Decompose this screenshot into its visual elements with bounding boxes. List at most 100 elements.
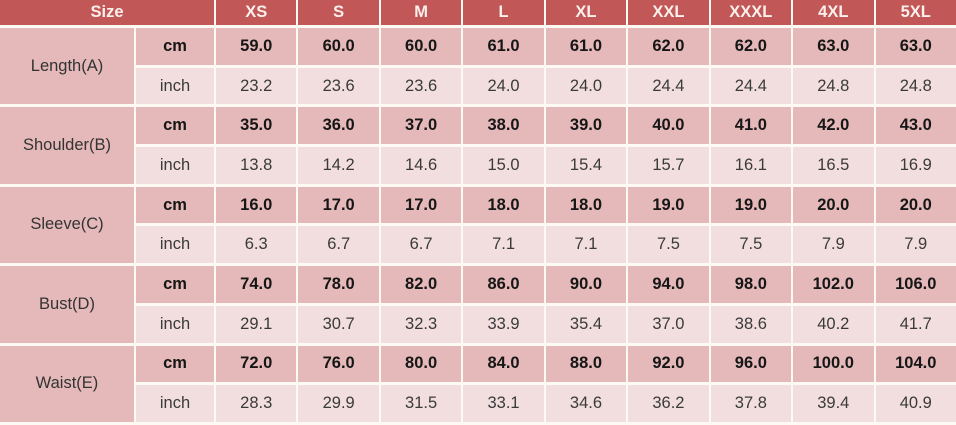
value-cell: 23.6 (380, 67, 462, 105)
value-cell: 62.0 (710, 28, 792, 65)
column-header-s: S (298, 0, 379, 25)
value-cell: 7.5 (628, 226, 709, 264)
unit-cell-inch: inch (136, 305, 214, 343)
value-cell: 24.0 (545, 67, 627, 105)
value-cell: 61.0 (545, 28, 627, 65)
value-cell: 60.0 (380, 28, 462, 65)
value-cell: 20.0 (875, 186, 956, 224)
value-cell: 19.0 (628, 186, 709, 224)
value-cell: 39.4 (793, 385, 874, 422)
value-cell: 38.6 (710, 305, 792, 343)
value-cell: 43.0 (875, 107, 956, 145)
value-cell: 94.0 (628, 266, 709, 303)
header-row: Size XS S M L XL XXL XXXL 4XL 5XL (0, 0, 956, 25)
value-cell: 16.9 (875, 147, 956, 184)
value-cell: 36.0 (298, 107, 379, 145)
value-cell: 29.9 (298, 385, 379, 422)
value-cell: 40.0 (628, 107, 709, 145)
value-cell: 63.0 (793, 28, 874, 65)
value-cell: 15.4 (545, 147, 627, 184)
value-cell: 7.9 (793, 226, 874, 264)
value-cell: 62.0 (628, 28, 709, 65)
unit-cell-cm: cm (136, 186, 214, 224)
value-cell: 7.9 (875, 226, 956, 264)
measurement-label-waist: Waist(E) (0, 345, 134, 422)
value-cell: 38.0 (463, 107, 544, 145)
value-cell: 37.0 (628, 305, 709, 343)
value-cell: 60.0 (298, 28, 379, 65)
value-cell: 23.6 (298, 67, 379, 105)
measurement-label-sleeve: Sleeve(C) (0, 186, 134, 264)
value-cell: 63.0 (875, 28, 956, 65)
measurement-label-shoulder: Shoulder(B) (0, 107, 134, 184)
value-cell: 98.0 (710, 266, 792, 303)
column-header-xl: XL (545, 0, 627, 25)
measurement-label-length: Length(A) (0, 28, 134, 105)
value-cell: 20.0 (793, 186, 874, 224)
value-cell: 24.4 (710, 67, 792, 105)
value-cell: 90.0 (545, 266, 627, 303)
column-header-5xl: 5XL (875, 0, 956, 25)
column-header-4xl: 4XL (793, 0, 874, 25)
value-cell: 104.0 (875, 345, 956, 383)
unit-cell-cm: cm (136, 107, 214, 145)
value-cell: 15.7 (628, 147, 709, 184)
size-header-label: Size (0, 0, 214, 25)
column-header-l: L (463, 0, 544, 25)
value-cell: 39.0 (545, 107, 627, 145)
value-cell: 7.1 (463, 226, 544, 264)
value-cell: 14.6 (380, 147, 462, 184)
value-cell: 32.3 (380, 305, 462, 343)
column-header-xxl: XXL (628, 0, 709, 25)
value-cell: 18.0 (463, 186, 544, 224)
value-cell: 86.0 (463, 266, 544, 303)
value-cell: 92.0 (628, 345, 709, 383)
value-cell: 40.9 (875, 385, 956, 422)
value-cell: 31.5 (380, 385, 462, 422)
value-cell: 23.2 (216, 67, 297, 105)
value-cell: 37.0 (380, 107, 462, 145)
value-cell: 106.0 (875, 266, 956, 303)
table-row: Shoulder(B) cm 35.0 36.0 37.0 38.0 39.0 … (0, 107, 956, 184)
value-cell: 30.7 (298, 305, 379, 343)
value-cell: 17.0 (298, 186, 379, 224)
value-cell: 14.2 (298, 147, 379, 184)
value-cell: 35.4 (545, 305, 627, 343)
value-cell: 7.1 (545, 226, 627, 264)
value-cell: 7.5 (710, 226, 792, 264)
table-row: Waist(E) cm 72.0 76.0 80.0 84.0 88.0 92.… (0, 345, 956, 422)
table-row: inch 6.3 6.7 6.7 7.1 7.1 7.5 7.5 7.9 7.9 (0, 226, 956, 264)
value-cell: 29.1 (216, 305, 297, 343)
column-header-xxxl: XXXL (710, 0, 792, 25)
value-cell: 24.0 (463, 67, 544, 105)
value-cell: 102.0 (793, 266, 874, 303)
value-cell: 37.8 (710, 385, 792, 422)
value-cell: 16.1 (710, 147, 792, 184)
value-cell: 34.6 (545, 385, 627, 422)
value-cell: 82.0 (380, 266, 462, 303)
value-cell: 78.0 (298, 266, 379, 303)
table-row: Bust(D) cm 74.0 78.0 82.0 86.0 90.0 94.0… (0, 266, 956, 343)
table-row: inch 23.2 23.6 23.6 24.0 24.0 24.4 24.4 … (0, 67, 956, 105)
value-cell: 6.7 (380, 226, 462, 264)
value-cell: 16.5 (793, 147, 874, 184)
column-header-m: M (380, 0, 462, 25)
table-row: inch 29.1 30.7 32.3 33.9 35.4 37.0 38.6 … (0, 305, 956, 343)
value-cell: 19.0 (710, 186, 792, 224)
value-cell: 24.8 (793, 67, 874, 105)
value-cell: 76.0 (298, 345, 379, 383)
value-cell: 41.0 (710, 107, 792, 145)
unit-cell-inch: inch (136, 147, 214, 184)
value-cell: 33.9 (463, 305, 544, 343)
unit-cell-cm: cm (136, 266, 214, 303)
unit-cell-inch: inch (136, 67, 214, 105)
column-header-xs: XS (216, 0, 297, 25)
table-row: Sleeve(C) cm 16.0 17.0 17.0 18.0 18.0 19… (0, 186, 956, 264)
table-row: inch 28.3 29.9 31.5 33.1 34.6 36.2 37.8 … (0, 385, 956, 422)
value-cell: 74.0 (216, 266, 297, 303)
value-cell: 24.8 (875, 67, 956, 105)
unit-cell-cm: cm (136, 28, 214, 65)
value-cell: 6.3 (216, 226, 297, 264)
